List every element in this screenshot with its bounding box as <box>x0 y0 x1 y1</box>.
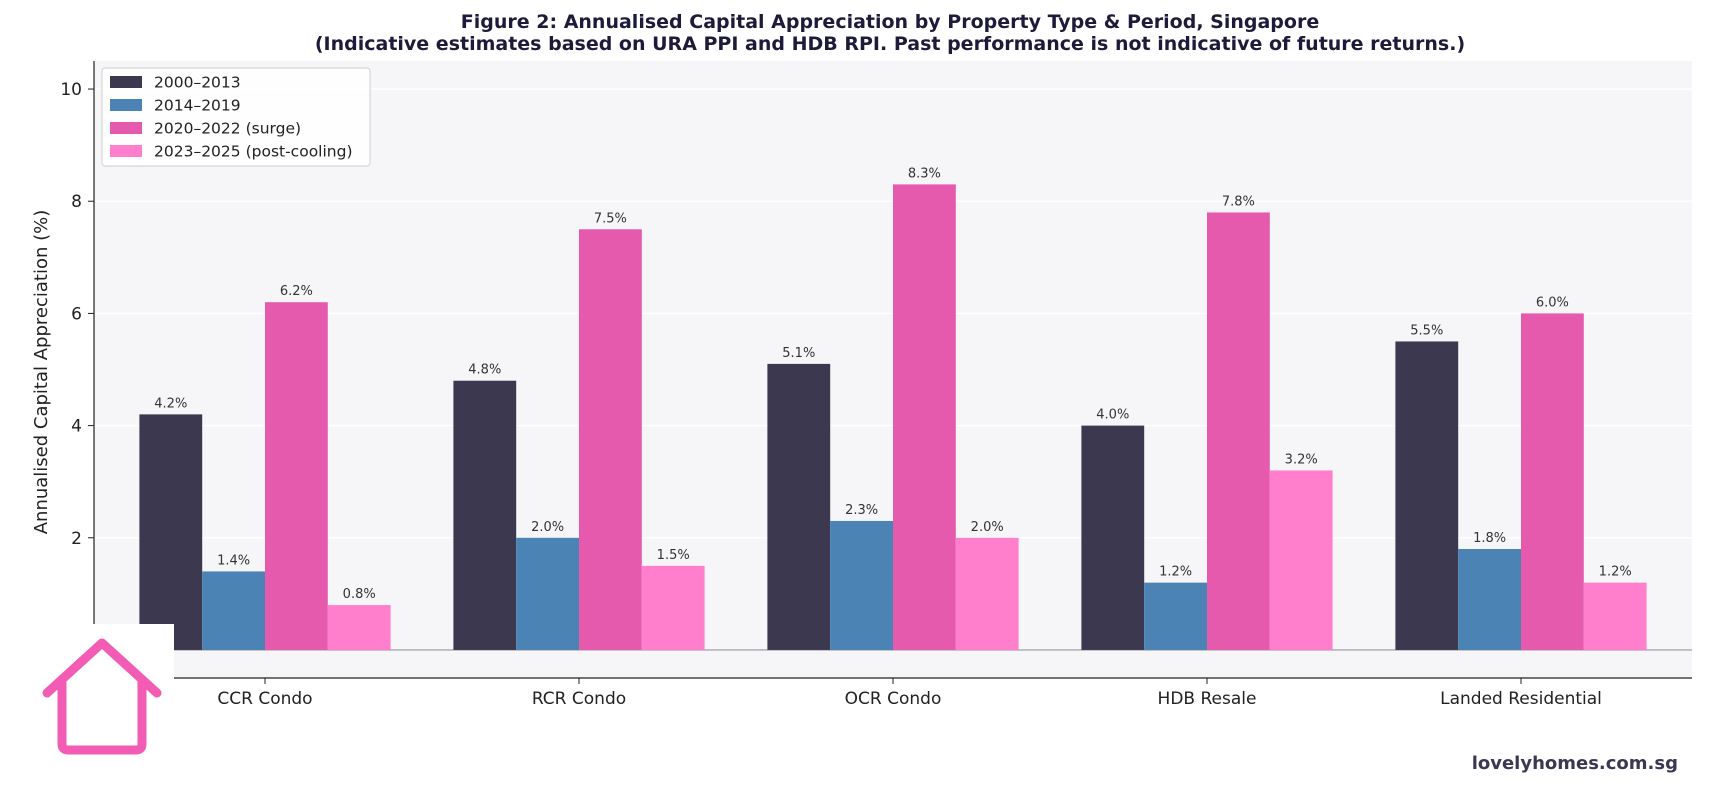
data-label: 4.2% <box>154 396 187 411</box>
x-ticks: CCR Condo RCR Condo OCR Condo HDB Resale Lan… <box>217 678 1602 709</box>
bar <box>1521 313 1584 650</box>
bar <box>767 363 831 650</box>
y-tick-label: 6 <box>71 304 82 324</box>
data-labels: 4.2% 1.4% 6.2% 0.8% 4.8% 2.0% 7.5% 1.5% 5.1% 2.3%… <box>154 166 1631 602</box>
legend-swatch <box>110 99 142 111</box>
bar <box>641 565 705 650</box>
bar <box>1458 548 1521 650</box>
data-label: 3.2% <box>1285 452 1318 467</box>
bar <box>1395 341 1459 650</box>
legend-swatch <box>110 145 142 157</box>
bar <box>1081 425 1145 650</box>
x-tick-label: HDB Resale <box>1158 689 1257 709</box>
bar <box>579 229 642 650</box>
x-tick-label: Landed Residential <box>1440 689 1602 709</box>
x-tick-label: OCR Condo <box>845 689 942 709</box>
data-label: 7.5% <box>594 211 627 226</box>
x-tick-label: CCR Condo <box>217 689 312 709</box>
data-label: 2.0% <box>531 520 564 535</box>
bar <box>516 537 579 650</box>
chart-subtitle: (Indicative estimates based on URA PPI a… <box>315 33 1465 55</box>
bar <box>139 414 203 650</box>
house-outline-icon <box>42 638 162 755</box>
y-axis-label: Annualised Capital Appreciation (%) <box>31 210 52 535</box>
bars <box>139 184 1647 650</box>
data-label: 5.5% <box>1410 323 1443 338</box>
data-label: 5.1% <box>782 346 815 361</box>
data-label: 1.8% <box>1473 531 1506 546</box>
legend-box <box>101 67 371 167</box>
data-label: 1.5% <box>657 548 690 563</box>
logo-backdrop <box>0 624 174 785</box>
bar <box>955 537 1019 650</box>
bar <box>265 302 328 650</box>
bar <box>830 520 893 650</box>
y-ticks: 2 4 6 8 10 <box>60 80 94 549</box>
data-label: 1.4% <box>217 553 250 568</box>
legend-swatch <box>110 122 142 134</box>
site-watermark: lovelyhomes.com.sg <box>1472 753 1678 774</box>
data-label: 0.8% <box>343 587 376 602</box>
data-label: 1.2% <box>1159 565 1192 580</box>
chart-title: Figure 2: Annualised Capital Appreciatio… <box>461 11 1319 33</box>
data-label: 8.3% <box>908 166 941 181</box>
bar <box>1269 470 1333 650</box>
data-label: 7.8% <box>1222 194 1255 209</box>
legend-label: 2023–2025 (post-cooling) <box>154 143 353 161</box>
data-label: 2.0% <box>971 520 1004 535</box>
data-label: 4.0% <box>1096 408 1129 423</box>
y-tick-label: 10 <box>60 80 82 100</box>
bar <box>453 380 517 650</box>
bar <box>1207 212 1270 650</box>
data-label: 4.8% <box>468 363 501 378</box>
data-label: 6.0% <box>1536 295 1569 310</box>
legend-swatch <box>110 76 142 88</box>
bar <box>327 605 391 650</box>
bar <box>202 571 265 650</box>
bar <box>893 184 956 650</box>
data-label: 2.3% <box>845 503 878 518</box>
bar <box>1144 582 1207 650</box>
legend-label: 2000–2013 <box>154 74 241 92</box>
legend-label: 2020–2022 (surge) <box>154 120 301 138</box>
legend: 2000–2013 2014–2019 2020–2022 (surge) 2023–… <box>101 67 371 167</box>
x-tick-label: RCR Condo <box>532 689 626 709</box>
y-tick-label: 8 <box>71 192 82 212</box>
bar <box>1583 582 1647 650</box>
y-tick-label: 4 <box>71 417 82 437</box>
y-tick-label: 2 <box>71 529 82 549</box>
data-label: 6.2% <box>280 284 313 299</box>
data-label: 1.2% <box>1599 565 1632 580</box>
legend-label: 2014–2019 <box>154 97 241 115</box>
